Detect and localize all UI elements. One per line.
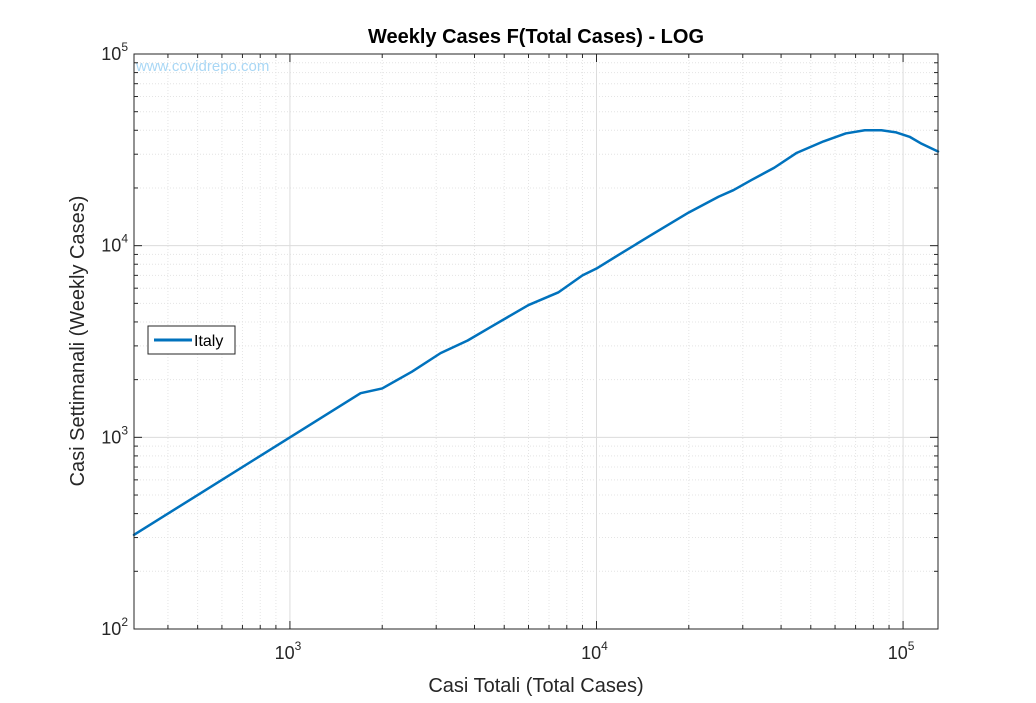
y-tick-base: 10 <box>101 236 121 256</box>
x-tick-exponent: 4 <box>601 639 608 653</box>
y-tick-exponent: 3 <box>121 423 128 437</box>
series-line-italy <box>132 129 940 537</box>
y-tick-exponent: 5 <box>121 40 128 54</box>
series-layer <box>132 129 940 537</box>
y-tick-base: 10 <box>101 619 121 639</box>
ticks <box>134 54 938 630</box>
x-tick-label: 103 <box>275 639 302 663</box>
chart-title: Weekly Cases F(Total Cases) - LOG <box>368 26 704 48</box>
x-tick-label: 105 <box>888 639 915 663</box>
minor-grid <box>134 54 938 629</box>
x-tick-label: 104 <box>581 639 608 663</box>
y-tick-label: 103 <box>101 423 128 447</box>
y-tick-base: 10 <box>101 427 121 447</box>
x-tick-exponent: 5 <box>908 639 915 653</box>
x-tick-base: 10 <box>275 643 295 663</box>
y-axis-label: Casi Settimanali (Weekly Cases) <box>67 196 89 487</box>
x-tick-base: 10 <box>581 643 601 663</box>
x-tick-base: 10 <box>888 643 908 663</box>
y-tick-base: 10 <box>101 44 121 64</box>
watermark: www.covidrepo.com <box>135 58 269 75</box>
plot-frame <box>133 53 939 630</box>
y-tick-label: 105 <box>101 40 128 64</box>
x-axis-label: Casi Totali (Total Cases) <box>428 675 643 697</box>
plot-area <box>134 54 938 629</box>
legend: Italy <box>147 325 236 355</box>
y-tick-label: 102 <box>101 615 128 639</box>
legend-label-italy: Italy <box>194 333 223 350</box>
y-tick-exponent: 4 <box>121 232 128 246</box>
y-tick-exponent: 2 <box>121 615 128 629</box>
x-tick-exponent: 3 <box>295 639 302 653</box>
y-tick-label: 104 <box>101 232 128 256</box>
